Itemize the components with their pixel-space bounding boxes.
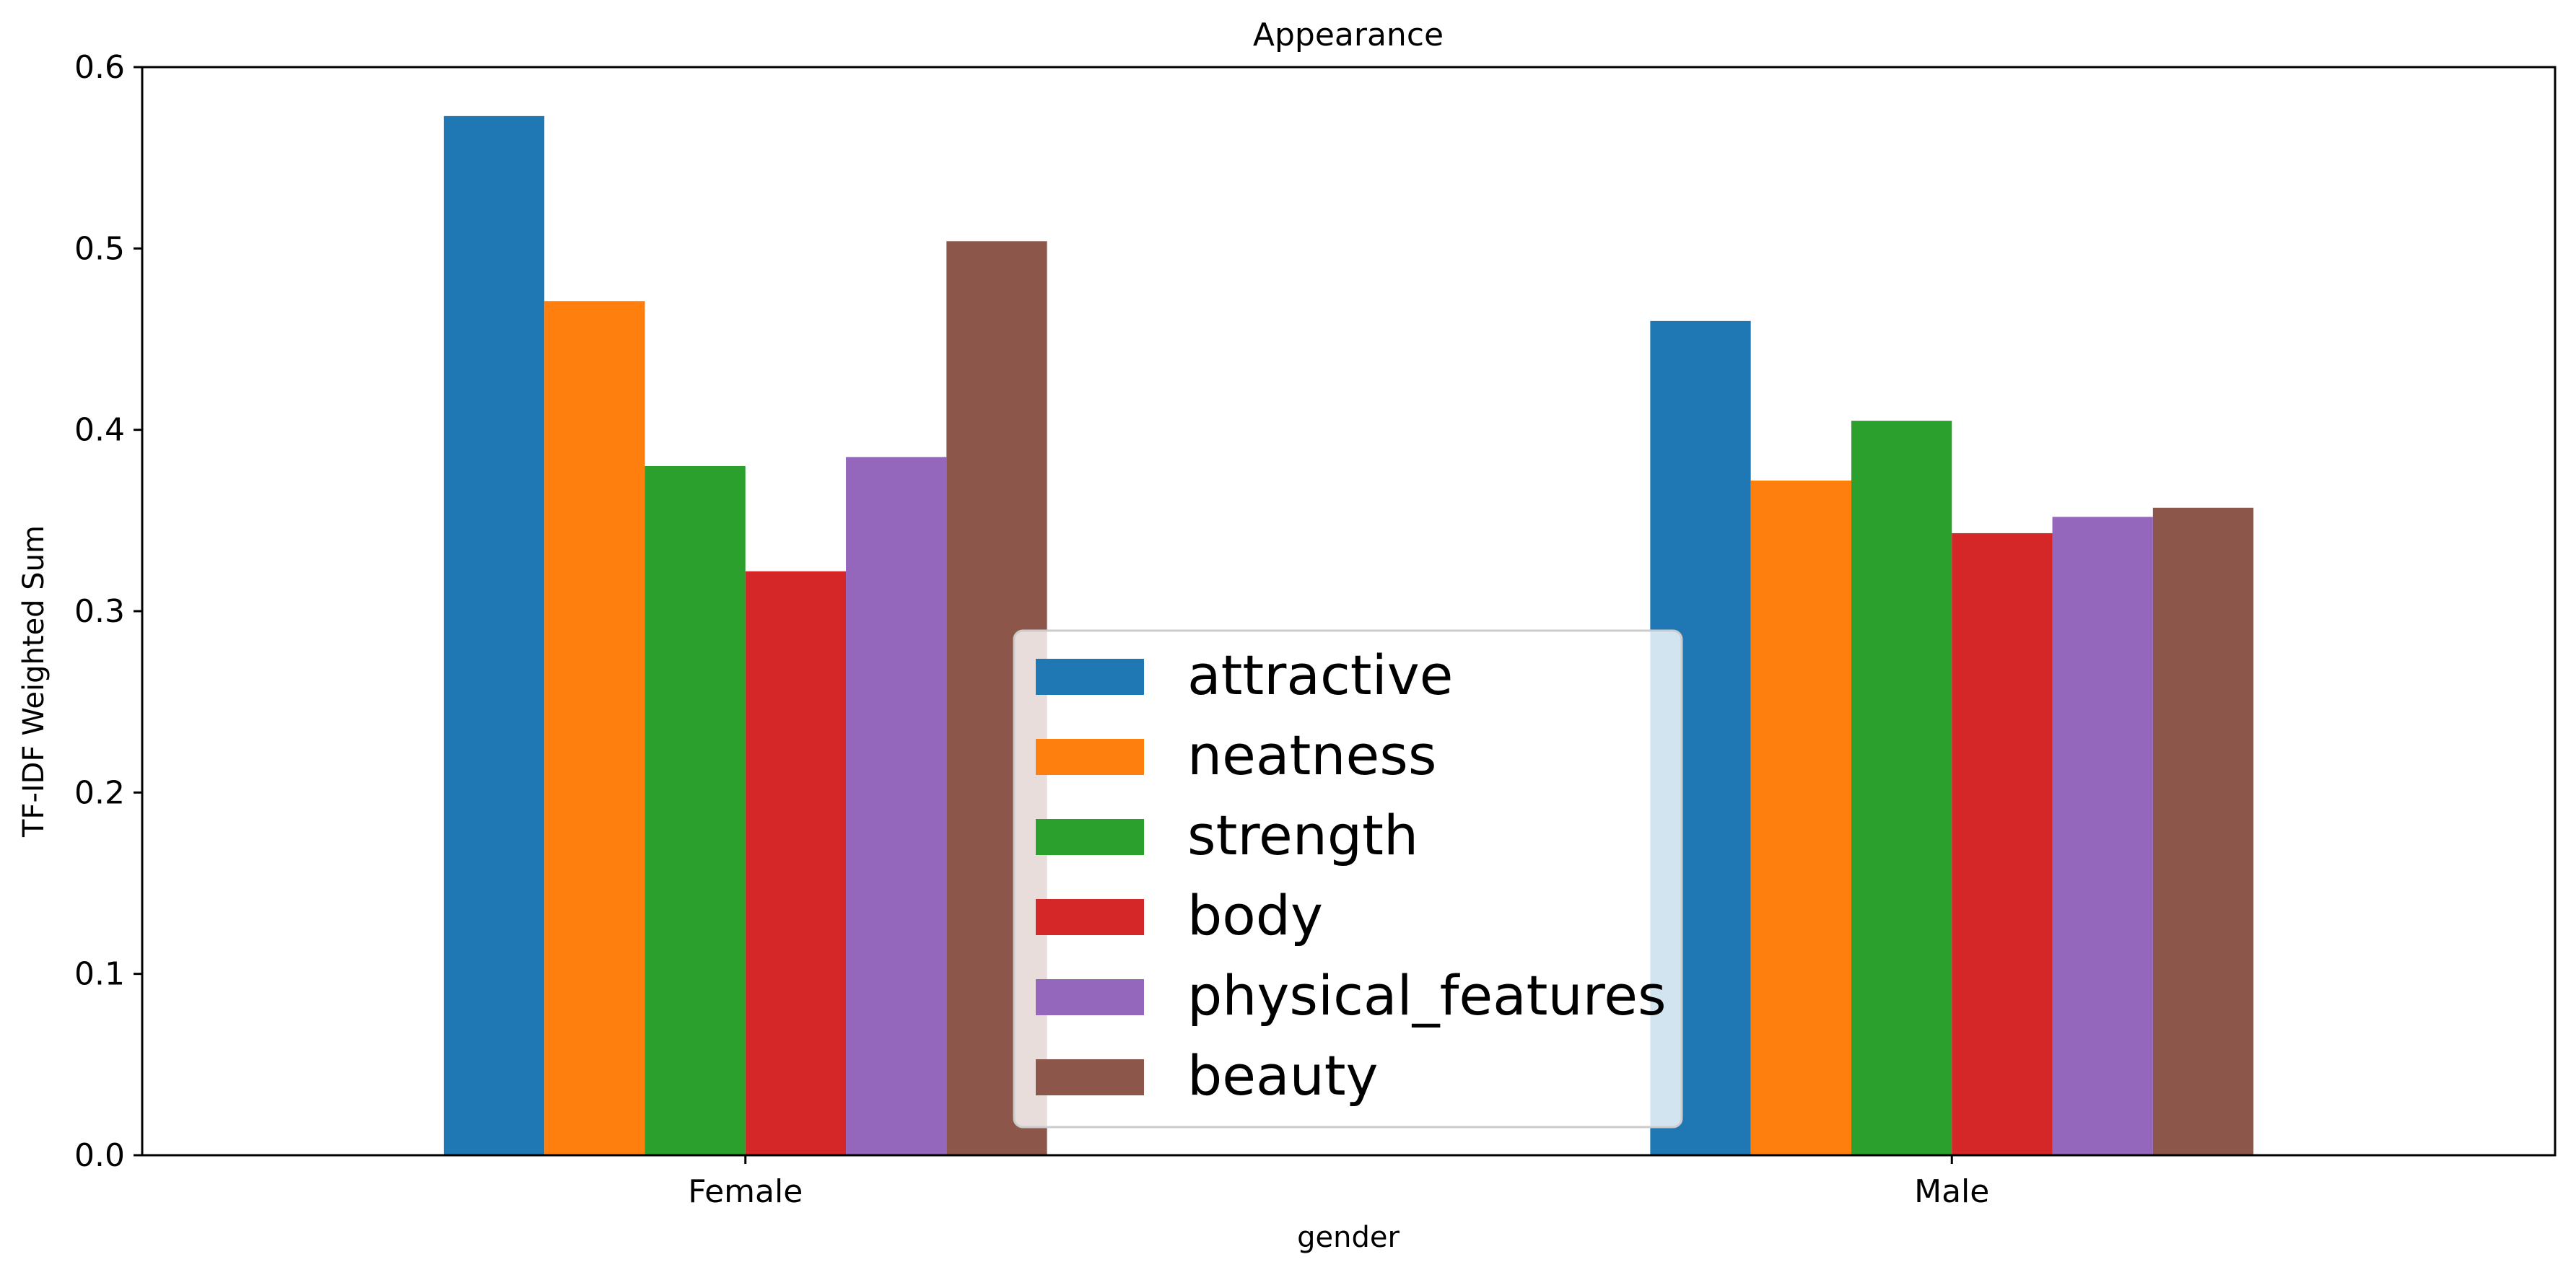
legend-swatch-attractive: [1036, 659, 1144, 695]
bar-strength-male: [1851, 421, 1952, 1155]
legend-swatch-strength: [1036, 819, 1144, 855]
y-tick-label: 0.6: [74, 49, 125, 86]
y-tick-label: 0.4: [74, 412, 125, 449]
y-tick-label: 0.2: [74, 774, 125, 811]
bar-body-male: [1952, 533, 2053, 1155]
y-tick-label: 0.5: [74, 230, 125, 267]
legend-swatch-physical_features: [1036, 979, 1144, 1015]
bar-beauty-male: [2152, 507, 2254, 1155]
bar-physical_features-female: [846, 457, 947, 1155]
bar-neatness-female: [544, 301, 645, 1156]
bar-body-female: [745, 571, 847, 1155]
y-tick-label: 0.0: [74, 1137, 125, 1174]
plot-frame: [141, 66, 2557, 1157]
legend-label-body: body: [1187, 883, 1323, 947]
y-axis-ticks: 0.0 0.1 0.2 0.3 0.4 0.5 0.6: [74, 49, 142, 1174]
bars-layer: [443, 115, 2254, 1156]
chart-title: Appearance: [1253, 17, 1444, 53]
legend-label-neatness: neatness: [1187, 723, 1436, 787]
bar-neatness-male: [1750, 481, 1851, 1155]
x-axis-label: gender: [1297, 1221, 1400, 1254]
y-tick-label: 0.1: [74, 956, 125, 993]
legend-swatch-body: [1036, 899, 1144, 935]
y-tick-label: 0.3: [74, 593, 125, 630]
legend-label-physical_features: physical_features: [1187, 963, 1667, 1028]
legend-swatch-neatness: [1036, 739, 1144, 775]
y-axis-label: TF-IDF Weighted Sum: [17, 525, 51, 838]
legend-swatch-beauty: [1036, 1059, 1144, 1095]
legend-label-attractive: attractive: [1187, 643, 1453, 707]
legend-label-beauty: beauty: [1187, 1043, 1379, 1108]
legend: attractive neatness strength body physical_f…: [1013, 629, 1683, 1129]
legend-label-strength: strength: [1187, 803, 1418, 867]
x-tick-label: Female: [688, 1173, 803, 1210]
x-tick-label: Male: [1914, 1173, 1989, 1210]
x-axis-ticks: Female Male: [688, 1155, 1989, 1210]
bar-attractive-female: [443, 115, 545, 1156]
legend-frame: [1013, 629, 1683, 1129]
bar-strength-female: [645, 465, 746, 1155]
bar-physical_features-male: [2052, 517, 2153, 1155]
